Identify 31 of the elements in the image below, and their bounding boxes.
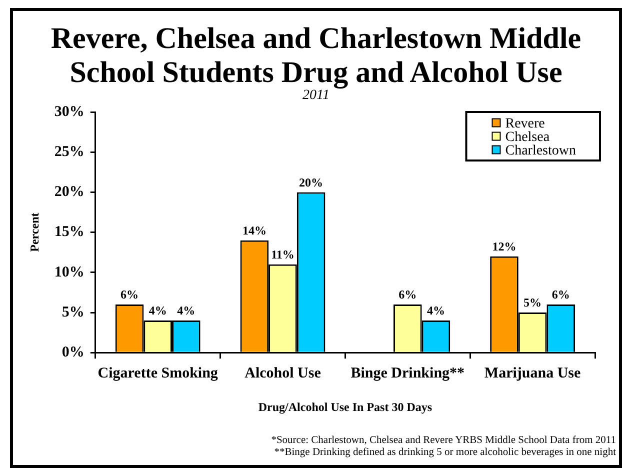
data-label: 6% bbox=[552, 288, 570, 302]
x-axis-title: Drug/Alcohol Use In Past 30 Days bbox=[258, 400, 432, 414]
x-tick-label: Alcohol Use bbox=[244, 365, 322, 382]
chart-title: Revere, Chelsea and Charlestown Middle School Students Drug and Alcohol Use bbox=[50, 22, 582, 90]
y-tick-label: 10% bbox=[54, 264, 84, 280]
legend-label: Revere bbox=[505, 116, 545, 132]
y-axis-title: Percent bbox=[27, 212, 42, 252]
data-label: 11% bbox=[271, 247, 294, 262]
data-label: 20% bbox=[299, 175, 324, 190]
data-label: 6% bbox=[120, 288, 139, 302]
data-label: 6% bbox=[398, 288, 417, 302]
y-tick-label: 30% bbox=[54, 104, 84, 120]
text: *Source: Charlestown, Chelsea and Revere YRBS Middle School Data from 2011 bbox=[271, 435, 616, 447]
text: **Binge Drinking defined as drinking 5 or more alcoholic beverages in one night bbox=[273, 447, 616, 459]
x-tick-label: Binge Drinking** bbox=[350, 365, 465, 382]
chart-subtitle: 2011 bbox=[302, 88, 330, 104]
data-label: 14% bbox=[242, 223, 266, 238]
legend-label: Chelsea bbox=[505, 130, 550, 145]
x-tick-label: Marijuana Use bbox=[484, 365, 582, 382]
data-label: 5% bbox=[524, 296, 542, 310]
data-label: 4% bbox=[177, 304, 196, 318]
y-tick-label: 15% bbox=[54, 224, 84, 240]
y-tick-label: 25% bbox=[54, 144, 84, 160]
y-tick-label: 5% bbox=[62, 304, 84, 320]
y-tick-label: 0% bbox=[62, 344, 84, 360]
data-label: 4% bbox=[148, 304, 167, 318]
data-label: 4% bbox=[426, 304, 445, 318]
legend-label: Charlestown bbox=[505, 143, 576, 158]
y-tick-label: 20% bbox=[54, 184, 84, 200]
data-label: 12% bbox=[492, 239, 516, 254]
x-tick-label: Cigarette Smoking bbox=[98, 365, 218, 382]
